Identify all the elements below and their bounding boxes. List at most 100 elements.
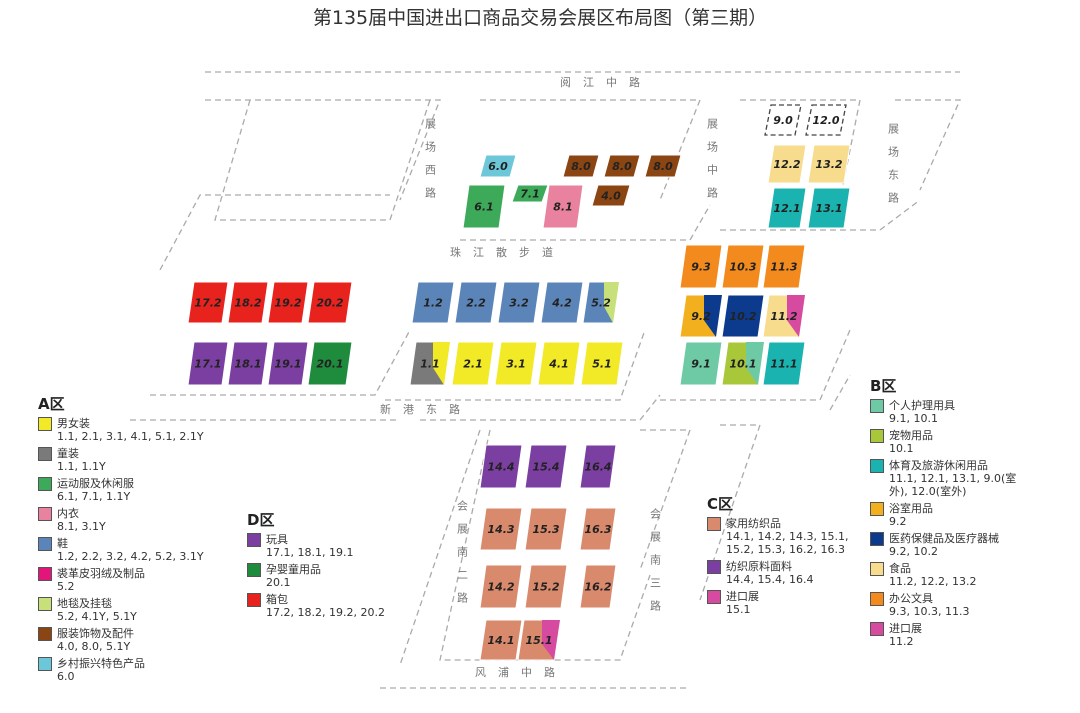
hall-label: 12.2 [773,158,800,171]
hall [227,341,269,386]
road-edge [205,99,962,201]
hall [767,187,807,229]
legend-name: 乡村振兴特色产品 [57,657,145,670]
legend-halls: 4.0, 8.0, 5.1Y [57,640,131,653]
legend: D区 玩具 17.1, 18.1, 19.1 孕婴童用品 20.1 箱包 17.2, 18.… [247,513,397,623]
legend-swatch [247,533,261,547]
legend-swatch [38,627,52,641]
hall-label: 9.2 [691,310,711,323]
legend-swatch [38,657,52,671]
legend-swatch [38,417,52,431]
legend-item: 内衣 8.1, 3.1Y [38,507,228,533]
hall-label: 8.1 [553,201,573,214]
title: 第135届中国进出口商品交易会展区布局图（第三期） [313,7,767,29]
road-edge [130,374,851,421]
hall-label: 1.2 [423,297,443,310]
legend-text: 纺织原料面料 14.4, 15.4, 16.4 [726,560,813,586]
hall-label: 16.4 [584,461,611,474]
hall-label: 18.1 [234,358,261,371]
legend-text: 男女装 1.1, 2.1, 3.1, 4.1, 5.1, 2.1Y [57,417,204,443]
legend-name: 进口展 [889,622,922,635]
hall-label: 6.0 [488,160,508,173]
legend-swatch [38,567,52,581]
hall-label: 15.4 [532,461,559,474]
legend-item: 孕婴童用品 20.1 [247,563,397,589]
legend-halls: 6.1, 7.1, 1.1Y [57,490,131,503]
road-label: 会展南三路 [649,508,662,623]
legend-text: 运动服及休闲服 6.1, 7.1, 1.1Y [57,477,134,503]
legend-name: 纺织原料面料 [726,560,792,573]
hall-label: 15.1 [525,634,552,647]
legend-name: 内衣 [57,507,79,520]
legend-item: 男女装 1.1, 2.1, 3.1, 4.1, 5.1, 2.1Y [38,417,228,443]
legend-swatch [870,399,884,413]
legend-item: 食品 11.2, 12.2, 13.2 [870,562,1035,588]
hall-label: 19.2 [274,297,301,310]
hall-label: 14.3 [487,523,514,536]
legend-halls: 11.1, 12.1, 13.1, 9.0(室外), 12.0(室外) [889,472,1017,498]
hall-label: 20.2 [316,297,343,310]
hall [721,294,765,338]
hall [591,184,631,207]
legend-halls: 1.2, 2.2, 3.2, 4.2, 5.2, 3.1Y [57,550,204,563]
legend-title: C区 [707,495,734,513]
hall-label: 17.1 [194,358,221,371]
legend-text: 童装 1.1, 1.1Y [57,447,106,473]
legend-item: 浴室用品 9.2 [870,502,1035,528]
legend-text: 医药保健品及医疗器械 9.2, 10.2 [889,532,999,558]
halls: 6.0 8.0 8.0 8.0 6.1 7.1 8.1 4.0 9.0 12.0 12.2 13.2 1… [187,104,851,661]
hall-label: 12.0 [812,114,839,127]
legend-text: 服装饰物及配件 4.0, 8.0, 5.1Y [57,627,134,653]
hall [540,281,584,324]
legend-item: 进口展 15.1 [707,590,852,616]
legend-swatch [870,622,884,636]
road-label: 展场中路 [706,118,719,210]
legend-name: 地毯及挂毯 [57,597,112,610]
legend-halls: 14.1, 14.2, 14.3, 15.1, 15.2, 15.3, 16.2… [726,530,849,556]
legend-item: 玩具 17.1, 18.1, 19.1 [247,533,397,559]
hall-label: 7.1 [520,188,540,201]
legend-halls: 5.2 [57,580,75,593]
hall-label: 9.1 [691,358,711,371]
hall [479,507,523,551]
legend-halls: 5.2, 4.1Y, 5.1Y [57,610,137,623]
legend-halls: 8.1, 3.1Y [57,520,106,533]
hall-part [604,282,619,323]
legend-halls: 1.1, 1.1Y [57,460,106,473]
hall [644,154,682,178]
hall-part [542,620,560,660]
road-label: 珠江散步道 [450,245,565,259]
legend-item: 童装 1.1, 1.1Y [38,447,228,473]
legend-swatch [707,560,721,574]
hall-label: 8.0 [653,160,673,173]
legend-item: 进口展 11.2 [870,622,1035,648]
legend-name: 家用纺织品 [726,517,781,530]
legend-item: 纺织原料面料 14.4, 15.4, 16.4 [707,560,852,586]
road-edge [150,329,851,401]
legend-swatch [870,429,884,443]
legend-swatch [38,597,52,611]
hall [227,281,269,324]
legend-item: 宠物用品 10.1 [870,429,1035,455]
hall [762,244,806,289]
legend-item: 运动服及休闲服 6.1, 7.1, 1.1Y [38,477,228,503]
legend-name: 服装饰物及配件 [57,627,134,640]
hall-label: 4.1 [548,358,569,371]
legend-swatch [707,517,721,531]
hall [411,281,455,324]
legend-name: 体育及旅游休闲用品 [889,459,988,472]
hall [497,281,541,324]
legend-swatch [870,502,884,516]
legend-text: 食品 11.2, 12.2, 13.2 [889,562,976,588]
hall-label: 2.2 [466,297,486,310]
hall-label: 12.1 [773,202,800,215]
legend-halls: 9.2, 10.2 [889,545,938,558]
hall [187,281,229,324]
legend-halls: 9.1, 10.1 [889,412,938,425]
legend-text: 鞋 1.2, 2.2, 3.2, 4.2, 5.2, 3.1Y [57,537,204,563]
hall-label: 15.2 [532,581,559,594]
road-label: 新港东路 [380,402,472,416]
legend-name: 个人护理用具 [889,399,955,412]
hall [479,444,523,489]
